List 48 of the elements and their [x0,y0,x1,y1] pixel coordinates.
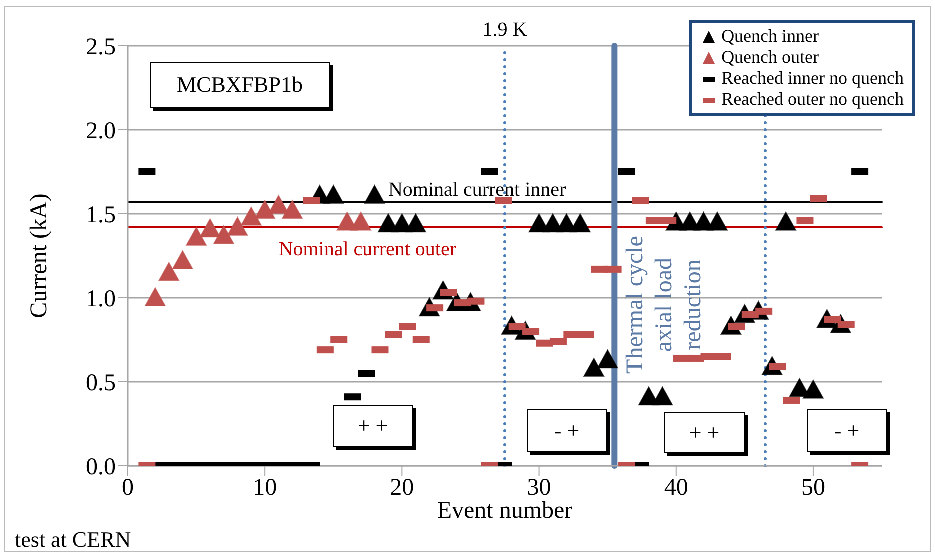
point [405,214,426,233]
point [323,185,344,204]
point [200,218,221,238]
point [144,288,166,306]
annotation: - + [527,409,607,452]
x-tick-label: 0 [122,475,134,502]
legend-label: Reached outer no quench [722,89,904,110]
point [364,185,386,204]
ref-line-label: Nominal current inner [388,179,567,202]
x-tick-label: 40 [664,475,688,502]
y-tick-label: 1.0 [86,286,116,313]
point [776,212,797,231]
annotation: + + [664,412,745,453]
point [282,200,304,220]
text: test at CERN [15,527,132,552]
x-tick-label: 50 [801,475,826,502]
y-tick-label: 1.5 [86,202,116,229]
x-tick-label: 10 [253,475,278,502]
y-tick-label: 2.5 [86,34,116,61]
x-tick-label: 20 [390,475,414,502]
point [172,250,194,270]
legend-label: Quench outer [722,47,820,68]
point [213,225,234,244]
point [268,195,290,214]
y-tick-label: 0.0 [86,454,116,481]
legend-label: Reached inner no quench [722,68,904,89]
y-tick-label: 0.5 [86,370,116,397]
point [652,386,674,406]
ref-line-label: Thermal cycle axial load reduction [622,236,707,374]
point [240,206,262,226]
point [254,200,276,220]
ref-line-label: Nominal current outer [278,238,457,260]
ref-line-label: 1.9 K [482,19,528,41]
annotation: - + [807,409,887,452]
point [158,262,180,282]
y-axis-title: Current (kA) [26,194,53,318]
point [350,212,372,231]
point [227,216,248,236]
point [597,350,618,369]
annotation: MCBXFBP1b [150,62,330,108]
point [570,214,591,233]
point [802,380,824,399]
point [186,227,208,246]
point [584,358,605,378]
y-tick-label: 2.0 [86,118,116,145]
legend-label: Quench inner [722,26,820,47]
annotation: + + [333,405,413,447]
point [706,212,728,231]
